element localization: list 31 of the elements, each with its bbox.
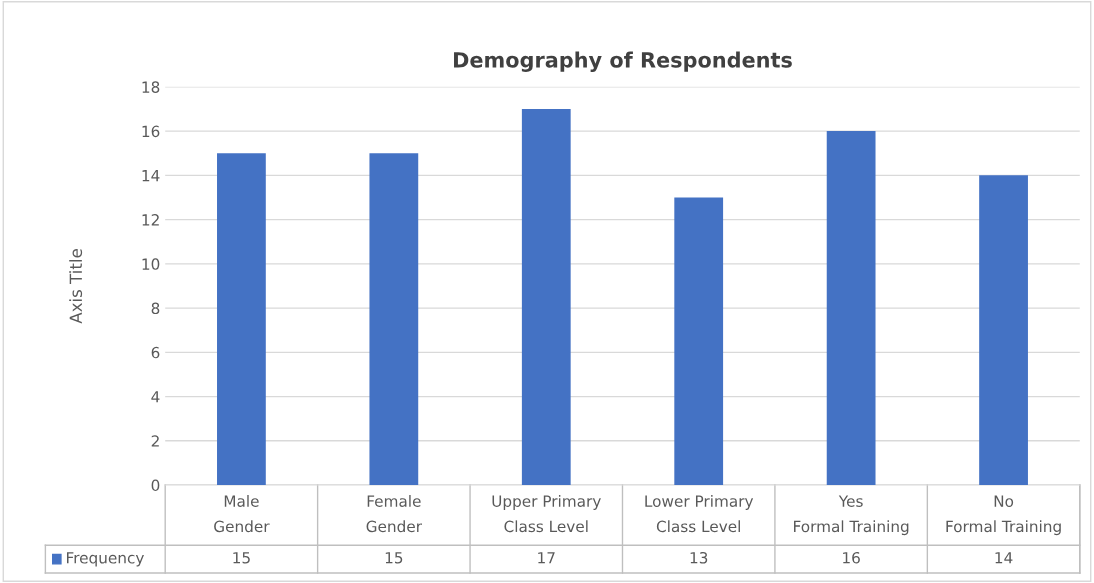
y-tick-label: 0 — [151, 479, 160, 492]
x-tick-label: No Formal Training — [946, 495, 1061, 536]
x-tick-label: Lower Primary Class Level — [645, 495, 754, 533]
y-axis-title: Axis Title — [69, 249, 83, 324]
data-label: 17 — [538, 552, 555, 564]
x-tick-label: Male Gender — [214, 495, 270, 533]
data-label: 13 — [690, 552, 708, 564]
x-tick-label: Upper Primary Class Level — [492, 495, 601, 533]
y-tick-label: 12 — [142, 214, 159, 226]
data-label: 14 — [995, 552, 1013, 564]
data-label: 15 — [385, 552, 403, 564]
y-tick-label: 16 — [142, 125, 160, 138]
bar — [674, 197, 724, 486]
legend-label: Frequency — [67, 552, 144, 567]
y-tick-label: 10 — [142, 258, 160, 270]
x-tick-label: Yes Formal Training — [794, 495, 909, 536]
y-tick-label: 2 — [151, 435, 159, 447]
y-tick-label: 18 — [142, 81, 160, 93]
data-label: 15 — [233, 552, 250, 564]
data-label: 16 — [843, 552, 860, 564]
bar — [979, 175, 1028, 486]
bar — [826, 131, 876, 486]
y-tick-label: 14 — [142, 170, 160, 182]
x-tick-label: Female Gender — [366, 495, 422, 533]
chart-title: Demography of Respondents — [454, 51, 792, 72]
y-tick-label: 4 — [151, 391, 160, 403]
bar — [521, 108, 571, 486]
y-tick-label: 8 — [151, 302, 160, 315]
bar — [217, 153, 266, 486]
y-tick-label: 6 — [151, 346, 160, 359]
bar — [369, 153, 419, 486]
